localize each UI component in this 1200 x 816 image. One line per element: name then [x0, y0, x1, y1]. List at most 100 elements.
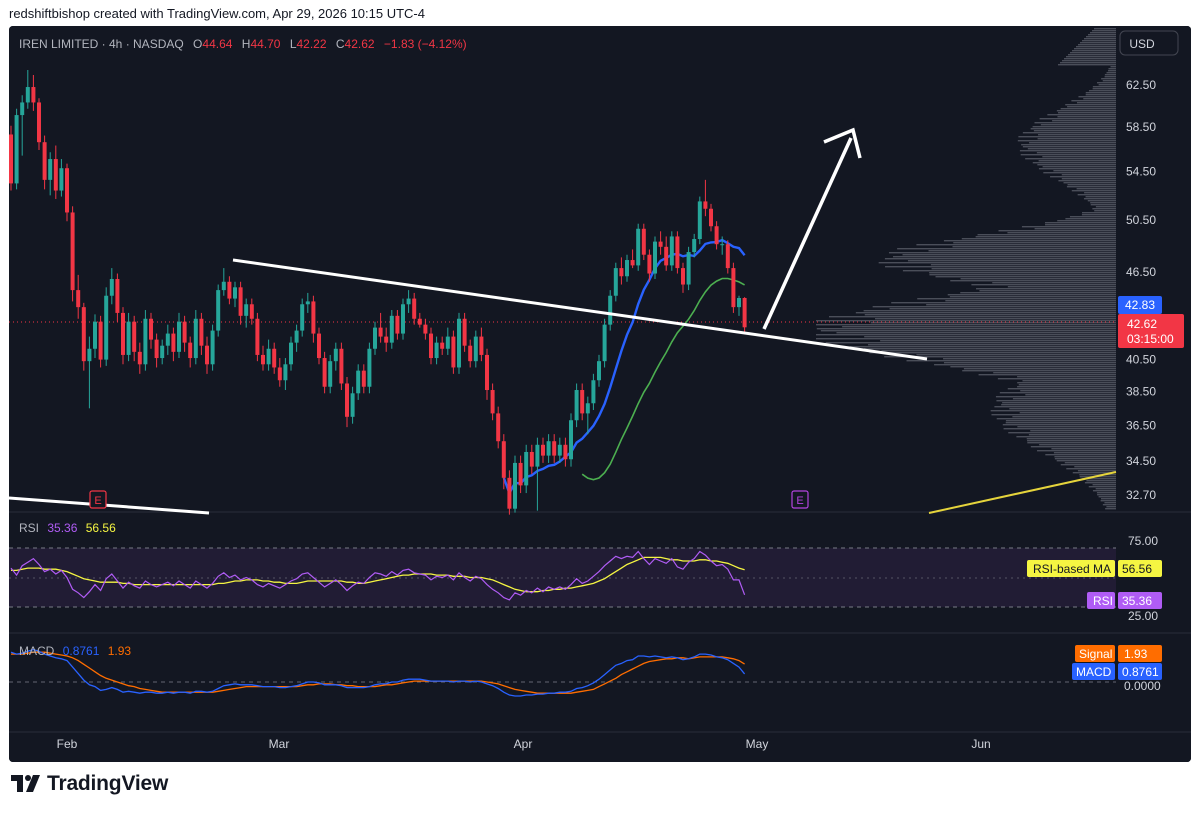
macd-legend[interactable]: MACD 0.8761 1.93	[19, 644, 131, 658]
candle-body[interactable]	[37, 102, 41, 143]
time-axis[interactable]: Feb Mar Apr May Jun	[57, 737, 991, 751]
candle-body[interactable]	[59, 168, 64, 191]
candle-body[interactable]	[445, 336, 450, 349]
candle-body[interactable]	[401, 304, 405, 334]
candle-body[interactable]	[109, 279, 114, 296]
candle-body[interactable]	[367, 348, 372, 387]
candle-body[interactable]	[305, 301, 310, 305]
candle-body[interactable]	[76, 290, 81, 308]
candle-body[interactable]	[664, 246, 669, 266]
candle-body[interactable]	[546, 441, 551, 456]
candle-body[interactable]	[210, 330, 215, 365]
candle-body[interactable]	[406, 298, 411, 305]
candle-body[interactable]	[625, 260, 629, 277]
candle-body[interactable]	[42, 142, 47, 180]
earnings-marker-upcoming[interactable]: E	[791, 490, 809, 509]
candle-body[interactable]	[440, 342, 445, 349]
candle-body[interactable]	[490, 390, 495, 414]
candle-body[interactable]	[266, 348, 271, 365]
breakout-arrow[interactable]	[762, 127, 862, 330]
chart-frame[interactable]: 62.50 58.50 54.50 50.50 46.50 40.50 38.50 36.50…	[9, 26, 1191, 762]
candle-body[interactable]	[93, 321, 97, 349]
candle-body[interactable]	[569, 420, 573, 460]
candle-body[interactable]	[233, 287, 237, 299]
candle-body[interactable]	[647, 254, 652, 274]
candle-body[interactable]	[132, 321, 137, 352]
earnings-marker-past[interactable]: E	[89, 490, 107, 509]
candle-body[interactable]	[669, 236, 674, 266]
candle-body[interactable]	[557, 444, 562, 456]
candle-body[interactable]	[417, 318, 422, 325]
candle-body[interactable]	[378, 327, 383, 337]
candle-body[interactable]	[501, 441, 506, 478]
candle-body[interactable]	[356, 370, 361, 394]
candle-body[interactable]	[423, 324, 428, 334]
support-trendline[interactable]	[928, 471, 1117, 514]
candle-body[interactable]	[328, 361, 333, 387]
candle-body[interactable]	[686, 252, 691, 285]
candle-body[interactable]	[149, 318, 153, 340]
candle-body[interactable]	[205, 345, 209, 365]
candle-body[interactable]	[473, 336, 478, 362]
candle-body[interactable]	[115, 279, 120, 313]
candle-body[interactable]	[591, 380, 596, 404]
candle-body[interactable]	[333, 348, 338, 362]
candle-body[interactable]	[70, 212, 75, 291]
candle-body[interactable]	[630, 260, 635, 266]
candle-body[interactable]	[395, 315, 400, 334]
rsi-pane[interactable]: RSI 35.36 56.56 75.00 25.00 RSI-based MA…	[9, 26, 1162, 623]
candle-body[interactable]	[608, 295, 613, 325]
candle-body[interactable]	[227, 281, 232, 299]
candle-body[interactable]	[81, 307, 86, 362]
candle-body[interactable]	[193, 318, 198, 359]
candle-body[interactable]	[731, 268, 736, 308]
candle-body[interactable]	[541, 444, 545, 456]
candle-body[interactable]	[597, 361, 601, 381]
candle-body[interactable]	[737, 298, 741, 308]
candle-body[interactable]	[485, 354, 489, 391]
candle-body[interactable]	[165, 333, 170, 346]
candle-body[interactable]	[283, 364, 288, 381]
candle-body[interactable]	[199, 318, 204, 346]
candle-body[interactable]	[725, 244, 730, 269]
candle-body[interactable]	[574, 390, 579, 421]
candle-body[interactable]	[300, 304, 305, 331]
candle-body[interactable]	[294, 330, 299, 343]
candle-body[interactable]	[636, 228, 641, 266]
candle-body[interactable]	[25, 87, 30, 103]
candle-body[interactable]	[261, 354, 265, 365]
tradingview-logo[interactable]: TradingView	[11, 772, 168, 796]
candle-body[interactable]	[126, 321, 131, 355]
candle-body[interactable]	[518, 462, 523, 486]
candle-body[interactable]	[434, 342, 439, 359]
candle-body[interactable]	[104, 295, 109, 360]
candle-body[interactable]	[98, 321, 103, 360]
candle-body[interactable]	[675, 236, 680, 269]
candle-body[interactable]	[524, 451, 529, 486]
candle-body[interactable]	[87, 348, 92, 362]
candle-body[interactable]	[742, 298, 747, 328]
candle-body[interactable]	[529, 451, 534, 467]
candle-body[interactable]	[345, 383, 349, 417]
candle-body[interactable]	[563, 444, 568, 460]
descending-trendline[interactable]	[232, 258, 928, 361]
candle-body[interactable]	[53, 159, 58, 191]
rsi-legend[interactable]: RSI 35.36 56.56	[19, 521, 116, 535]
candle-body[interactable]	[373, 327, 377, 349]
candle-body[interactable]	[143, 318, 148, 365]
candle-body[interactable]	[412, 298, 417, 319]
candle-body[interactable]	[641, 228, 646, 255]
candle-body[interactable]	[249, 304, 254, 319]
candle-body[interactable]	[20, 102, 25, 116]
candle-body[interactable]	[177, 321, 181, 352]
candle-body[interactable]	[31, 87, 36, 103]
candle-body[interactable]	[244, 304, 249, 316]
candle-body[interactable]	[182, 321, 187, 343]
candle-body[interactable]	[496, 413, 501, 442]
candle-body[interactable]	[311, 301, 316, 334]
candle-body[interactable]	[429, 333, 433, 359]
candle-body[interactable]	[513, 462, 517, 509]
candle-body[interactable]	[462, 318, 467, 346]
candle-body[interactable]	[9, 134, 13, 184]
candle-body[interactable]	[65, 168, 69, 213]
